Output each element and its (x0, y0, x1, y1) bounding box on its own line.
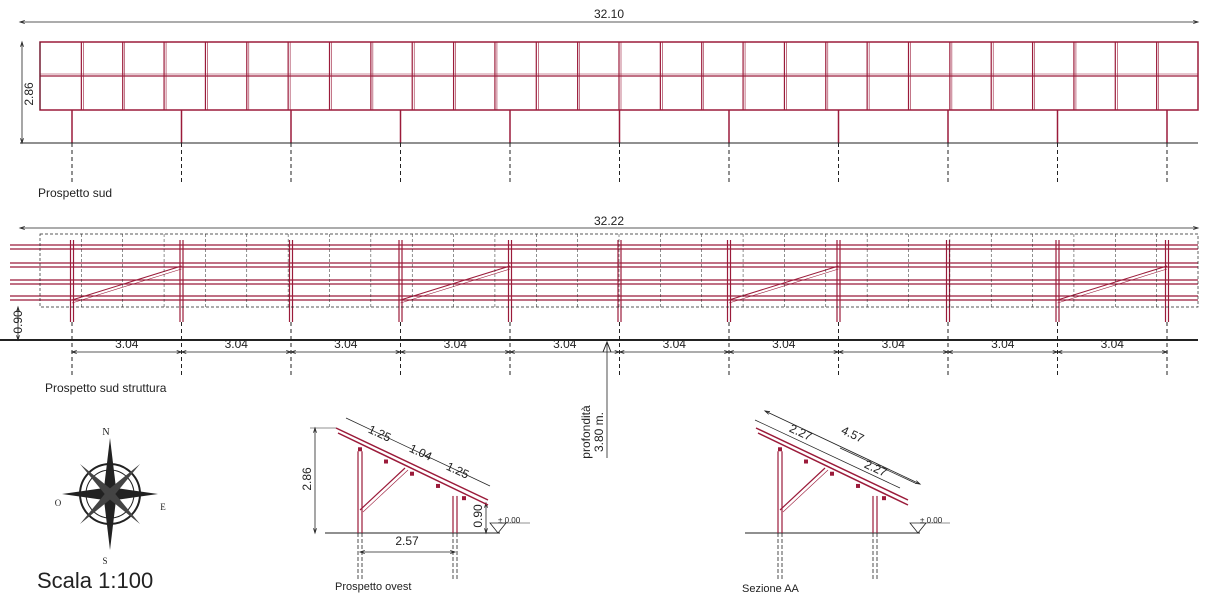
span-dimension: 3.04 (444, 337, 468, 351)
compass-north: N (102, 427, 109, 438)
line (71, 268, 182, 304)
slope-dimension: 1.04 (407, 441, 434, 464)
line (1057, 265, 1168, 301)
line (337, 432, 489, 506)
line (1057, 268, 1168, 304)
rail-clamp (830, 471, 834, 476)
height-dimension: 2.86 (300, 467, 314, 491)
span-dimension: 3.04 (991, 337, 1015, 351)
width-dimension: 32.10 (594, 7, 624, 21)
width-dimension: 32.22 (594, 214, 624, 228)
rail-clamp (804, 459, 808, 464)
base-dimension: 2.57 (395, 534, 419, 548)
compass-west: O (55, 498, 62, 508)
line (779, 467, 826, 511)
depth-note: profondità (579, 405, 593, 459)
view-label: Prospetto sud struttura (45, 381, 167, 395)
span-dimension: 3.04 (334, 337, 358, 351)
slope-dimension: 1.25 (444, 459, 471, 482)
line (755, 427, 909, 501)
line (345, 417, 491, 487)
view-label: Sezione AA (742, 583, 800, 594)
level-marker (489, 522, 507, 534)
slope-dimension: 2.27 (787, 421, 814, 444)
height-dimension: 0.90 (11, 310, 25, 334)
compass-south: S (102, 556, 107, 566)
ground-level: ± 0.00 (498, 516, 521, 525)
line (71, 265, 182, 301)
compass-rose (62, 438, 158, 550)
line (335, 427, 489, 501)
line (839, 447, 916, 484)
line (728, 265, 839, 301)
span-dimension: 3.04 (882, 337, 906, 351)
line (728, 268, 839, 304)
line (757, 432, 909, 506)
slope-dimension: 1.25 (366, 422, 393, 445)
compass-east: E (160, 502, 166, 512)
span-dimension: 3.04 (1101, 337, 1125, 351)
rail-clamp (410, 471, 414, 476)
line (782, 469, 829, 513)
scale-label: Scala 1:100 (37, 568, 153, 593)
span-dimension: 3.04 (225, 337, 249, 351)
ground-level: ± 0.00 (920, 516, 943, 525)
view-label: Prospetto sud (38, 186, 112, 200)
rail-clamp (436, 483, 440, 488)
line (359, 467, 406, 511)
rail-clamp (778, 447, 782, 452)
line (400, 268, 511, 304)
depth-note: 3.80 m. (592, 412, 606, 452)
rail-clamp (856, 483, 860, 488)
span-dimension: 3.04 (663, 337, 687, 351)
level-marker (909, 522, 927, 534)
span-dimension: 3.04 (772, 337, 796, 351)
view-label: Prospetto ovest (335, 581, 411, 593)
line (764, 410, 921, 485)
rail-clamp (358, 447, 362, 452)
line (400, 265, 511, 301)
rail-clamp (462, 496, 466, 501)
height-dimension: 2.86 (22, 82, 36, 106)
span-dimensions: 3.04 3.04 3.04 3.04 3.04 3.04 3.04 3.04 3.04 3.04 (115, 337, 1124, 351)
rail-clamp (384, 459, 388, 464)
line (754, 419, 901, 489)
rail-clamp (882, 496, 886, 501)
line (362, 469, 409, 513)
span-dimension: 3.04 (553, 337, 577, 351)
height-dimension: 0.90 (471, 504, 485, 528)
span-dimension: 3.04 (115, 337, 139, 351)
slope-dimension: 4.57 (839, 423, 866, 446)
module-outline (39, 233, 1199, 308)
